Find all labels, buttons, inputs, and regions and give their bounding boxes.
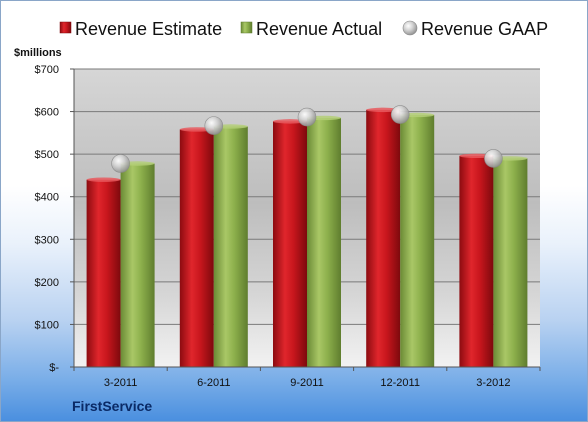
marker-revenue-gaap bbox=[297, 107, 317, 127]
legend-item-gaap: Revenue GAAP bbox=[402, 19, 548, 39]
y-tick-label: $700 bbox=[35, 64, 59, 76]
legend-swatch-actual bbox=[240, 21, 253, 34]
y-tick-label: $600 bbox=[35, 107, 59, 119]
bar-revenue-estimate-top bbox=[86, 177, 121, 182]
bar-revenue-estimate bbox=[179, 129, 214, 367]
legend-label-estimate: Revenue Estimate bbox=[75, 19, 222, 39]
bar-revenue-estimate bbox=[366, 109, 401, 368]
legend-item-estimate: Revenue Estimate bbox=[59, 19, 222, 39]
marker-revenue-gaap bbox=[390, 105, 410, 124]
legend-item-actual: Revenue Actual bbox=[240, 19, 382, 39]
y-tick-label: $100 bbox=[35, 319, 59, 331]
bar-revenue-actual bbox=[400, 114, 435, 367]
bar-revenue-actual bbox=[120, 163, 155, 367]
x-tick-label: 6-2011 bbox=[197, 377, 230, 389]
y-tick-label: $400 bbox=[35, 192, 59, 204]
y-tick-label: $300 bbox=[35, 234, 59, 246]
y-tick-label: $200 bbox=[35, 277, 59, 289]
bar-revenue-estimate bbox=[273, 121, 307, 367]
legend-marker-gaap bbox=[402, 20, 418, 36]
x-axis: 3-2011 6-2011 9-2011 12-2011 3-2012 bbox=[73, 366, 541, 389]
bar-revenue-actual bbox=[213, 126, 248, 367]
legend-label-gaap: Revenue GAAP bbox=[421, 19, 548, 39]
bar-revenue-actual bbox=[493, 158, 528, 367]
marker-revenue-gaap bbox=[484, 149, 503, 168]
x-tick-label: 3-2011 bbox=[104, 377, 137, 389]
bar-revenue-estimate bbox=[459, 155, 494, 367]
y-tick-label: $- bbox=[49, 362, 59, 374]
legend-swatch-estimate bbox=[59, 21, 72, 34]
gaap-markers bbox=[111, 105, 503, 173]
x-tick-label: 12-2011 bbox=[380, 377, 420, 389]
bar-revenue-actual bbox=[307, 117, 341, 367]
marker-revenue-gaap bbox=[111, 154, 130, 173]
x-tick-label: 3-2012 bbox=[476, 377, 510, 389]
marker-revenue-gaap bbox=[204, 116, 224, 135]
y-axis: $- $100 $200 $300 $400 $500 $600 $700 bbox=[35, 64, 75, 374]
legend: Revenue Estimate Revenue Actual Revenue … bbox=[59, 19, 548, 39]
bar-revenue-estimate bbox=[86, 179, 121, 367]
bars bbox=[86, 107, 528, 368]
y-tick-label: $500 bbox=[35, 149, 59, 161]
y-axis-unit-label: $millions bbox=[14, 47, 62, 59]
x-tick-label: 9-2011 bbox=[290, 377, 323, 389]
legend-label-actual: Revenue Actual bbox=[256, 19, 382, 39]
company-name: FirstService bbox=[72, 398, 153, 414]
